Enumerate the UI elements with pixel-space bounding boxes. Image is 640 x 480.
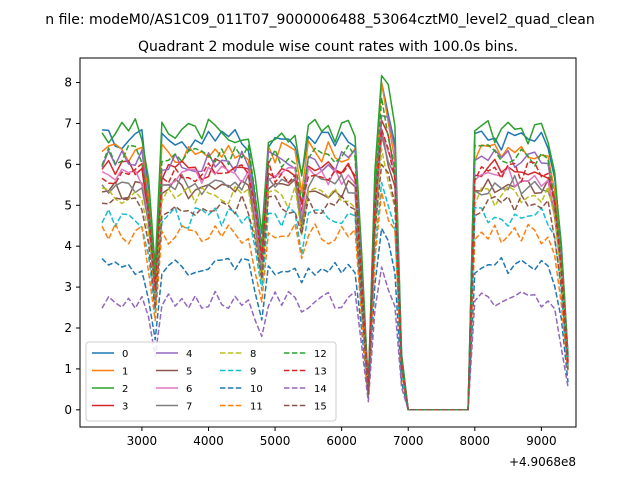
- y-tick-label: 5: [64, 198, 72, 212]
- y-tick-label: 4: [64, 239, 72, 253]
- x-tick-label: 6000: [326, 434, 357, 448]
- series-line-14: [101, 266, 569, 411]
- series-line-15: [101, 163, 569, 411]
- x-tick-label: 3000: [127, 434, 158, 448]
- x-tick-label: 5000: [260, 434, 291, 448]
- legend-label-1: 1: [122, 367, 128, 378]
- series-layer: [101, 74, 569, 411]
- legend-label-2: 2: [122, 384, 128, 395]
- y-tick-label: 8: [64, 76, 72, 90]
- x-tick-label: 8000: [460, 434, 491, 448]
- y-tick-label: 7: [64, 116, 72, 130]
- legend-label-7: 7: [186, 402, 192, 413]
- legend-label-13: 13: [314, 367, 327, 378]
- legend-label-4: 4: [186, 349, 192, 360]
- x-tick-label: 9000: [526, 434, 557, 448]
- y-tick-label: 2: [64, 321, 72, 335]
- series-line-9: [101, 181, 569, 411]
- series-line-2: [101, 74, 569, 411]
- series-line-5: [101, 128, 569, 411]
- legend-label-5: 5: [186, 367, 192, 378]
- plot-frame: [79, 57, 577, 428]
- legend-label-11: 11: [250, 402, 263, 413]
- y-axis: 0 1 2 3 4 5 6 7 8: [64, 76, 80, 417]
- x-axis: 3000 4000 5000 6000 7000 8000 9000: [127, 427, 557, 448]
- series-line-13: [101, 128, 569, 411]
- y-tick-label: 3: [64, 280, 72, 294]
- x-tick-label: 7000: [393, 434, 424, 448]
- legend-label-6: 6: [186, 384, 192, 395]
- legend-label-0: 0: [122, 349, 128, 360]
- legend-label-10: 10: [250, 384, 263, 395]
- series-line-10: [101, 227, 569, 411]
- series-line-12: [101, 96, 569, 411]
- chart-title: Quadrant 2 module wise count rates with …: [138, 39, 518, 55]
- legend-label-9: 9: [250, 367, 256, 378]
- x-tick-label: 4000: [193, 434, 224, 448]
- legend-label-8: 8: [250, 349, 256, 360]
- series-line-7: [101, 134, 569, 411]
- legend-label-15: 15: [314, 402, 327, 413]
- x-axis-offset-label: +4.9068e8: [509, 455, 576, 469]
- y-tick-label: 1: [64, 362, 72, 376]
- series-line-8: [101, 148, 569, 411]
- legend-label-3: 3: [122, 402, 128, 413]
- series-line-0: [101, 81, 569, 411]
- y-tick-label: 6: [64, 157, 72, 171]
- y-tick-label: 0: [64, 403, 72, 417]
- series-line-4: [101, 114, 569, 411]
- legend-label-12: 12: [314, 349, 327, 360]
- legend-label-14: 14: [314, 384, 327, 395]
- series-line-11: [101, 191, 569, 411]
- legend-box: [85, 341, 337, 422]
- figure-suptitle: n file: modeM0/AS1C09_011T07_9000006488_…: [45, 12, 594, 28]
